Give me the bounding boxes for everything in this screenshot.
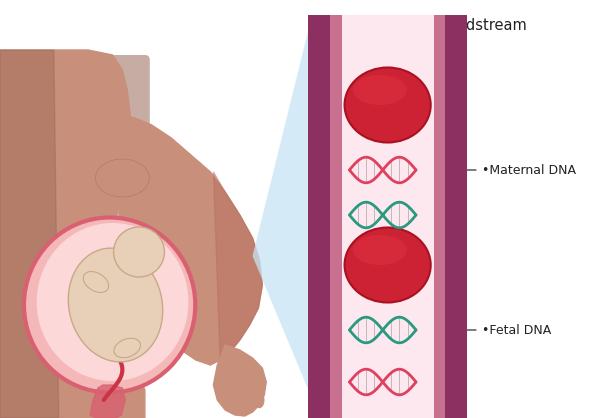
Bar — [330, 15, 341, 418]
Ellipse shape — [114, 338, 140, 358]
Ellipse shape — [36, 223, 189, 381]
Polygon shape — [115, 115, 262, 365]
Ellipse shape — [250, 386, 259, 404]
Bar — [308, 15, 330, 418]
Ellipse shape — [353, 235, 407, 265]
Ellipse shape — [237, 380, 248, 400]
Ellipse shape — [353, 75, 407, 105]
Bar — [433, 15, 445, 418]
Text: •Maternal DNA: •Maternal DNA — [440, 163, 576, 176]
Polygon shape — [90, 385, 125, 418]
Ellipse shape — [344, 67, 430, 143]
Bar — [445, 15, 467, 418]
Text: •Fetal DNA: •Fetal DNA — [440, 324, 551, 336]
Polygon shape — [213, 345, 266, 416]
Ellipse shape — [96, 159, 149, 197]
Polygon shape — [0, 50, 59, 418]
Polygon shape — [253, 30, 308, 390]
Ellipse shape — [68, 248, 163, 362]
Ellipse shape — [344, 227, 430, 303]
Bar — [341, 15, 433, 418]
Ellipse shape — [24, 217, 195, 393]
FancyBboxPatch shape — [0, 55, 150, 375]
Polygon shape — [0, 50, 145, 418]
Ellipse shape — [113, 227, 164, 277]
Ellipse shape — [255, 393, 264, 408]
Ellipse shape — [83, 272, 109, 293]
Text: Maternal Bloodstream: Maternal Bloodstream — [365, 18, 527, 33]
Polygon shape — [213, 172, 262, 360]
